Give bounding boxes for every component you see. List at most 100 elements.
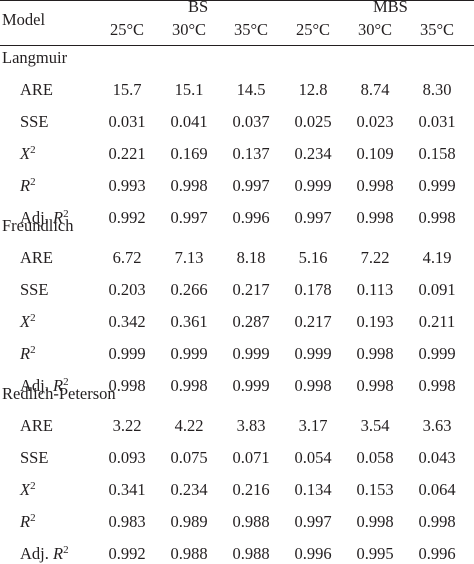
temp-header: 25°C [295, 20, 331, 39]
table-cell: 0.169 [170, 144, 208, 163]
table-cell: 0.217 [232, 280, 270, 299]
row-label: Adj. R2 [20, 208, 69, 227]
table-cell: 6.72 [112, 248, 142, 267]
table-cell: 0.995 [356, 544, 394, 563]
table-cell: 0.998 [356, 512, 394, 531]
table-cell: 0.997 [294, 208, 332, 227]
row-label: SSE [20, 112, 49, 131]
table-cell: 4.22 [174, 416, 204, 435]
table-cell: 0.992 [108, 208, 146, 227]
row-label: R2 [20, 344, 36, 363]
table-cell: 8.18 [236, 248, 266, 267]
temp-header: 30°C [357, 20, 393, 39]
table-cell: 0.998 [356, 208, 394, 227]
table-cell: 0.211 [418, 312, 456, 331]
table-cell: 0.989 [170, 512, 208, 531]
table-cell: 0.091 [418, 280, 456, 299]
model-header: Model [2, 10, 46, 29]
section-title: Langmuir [2, 48, 68, 67]
table-cell: 0.043 [418, 448, 456, 467]
table-cell: 0.342 [108, 312, 146, 331]
table-cell: 0.983 [108, 512, 146, 531]
table-cell: 0.361 [170, 312, 208, 331]
table-cell: 0.998 [418, 208, 456, 227]
row-label: R2 [20, 176, 36, 195]
table-cell: 0.064 [418, 480, 456, 499]
table-cell: 3.63 [422, 416, 452, 435]
table-cell: 0.054 [294, 448, 332, 467]
group-header-mbs: MBS [373, 0, 408, 16]
header-rule [0, 45, 474, 46]
row-label: SSE [20, 280, 49, 299]
row-label: X2 [20, 312, 36, 331]
temp-header: 35°C [233, 20, 269, 39]
temp-header: 25°C [109, 20, 145, 39]
row-label: R2 [20, 512, 36, 531]
table-cell: 0.158 [418, 144, 456, 163]
table-cell: 0.137 [232, 144, 270, 163]
table-cell: 0.996 [294, 544, 332, 563]
table-cell: 15.1 [174, 80, 204, 99]
table-cell: 0.093 [108, 448, 146, 467]
table-cell: 0.071 [232, 448, 270, 467]
table-cell: 0.998 [418, 376, 456, 395]
table-cell: 0.988 [232, 544, 270, 563]
table-cell: 3.17 [298, 416, 328, 435]
table-cell: 0.998 [170, 176, 208, 195]
table-cell: 0.217 [294, 312, 332, 331]
table-cell: 0.998 [418, 512, 456, 531]
table-cell: 3.54 [360, 416, 390, 435]
table-cell: 0.988 [170, 544, 208, 563]
table-cell: 0.999 [232, 344, 270, 363]
table-cell: 0.999 [170, 344, 208, 363]
table-cell: 0.153 [356, 480, 394, 499]
row-label: ARE [20, 248, 53, 267]
table-cell: 0.234 [294, 144, 332, 163]
table-cell: 0.996 [232, 208, 270, 227]
table-cell: 0.287 [232, 312, 270, 331]
table-cell: 0.234 [170, 480, 208, 499]
table-cell: 0.993 [108, 176, 146, 195]
table-cell: 0.999 [108, 344, 146, 363]
table-cell: 0.178 [294, 280, 332, 299]
row-label: ARE [20, 416, 53, 435]
table-cell: 0.221 [108, 144, 146, 163]
row-label: SSE [20, 448, 49, 467]
table-cell: 7.22 [360, 248, 390, 267]
table-cell: 3.83 [236, 416, 266, 435]
table-cell: 0.998 [108, 376, 146, 395]
table-cell: 0.992 [108, 544, 146, 563]
table-cell: 0.999 [418, 176, 456, 195]
table-cell: 0.023 [356, 112, 394, 131]
row-label: ARE [20, 80, 53, 99]
table-cell: 0.113 [356, 280, 394, 299]
table-cell: 0.058 [356, 448, 394, 467]
row-label: X2 [20, 480, 36, 499]
top-rule [0, 0, 474, 1]
table-cell: 0.025 [294, 112, 332, 131]
table-cell: 0.341 [108, 480, 146, 499]
table-cell: 0.998 [356, 344, 394, 363]
table-cell: 0.109 [356, 144, 394, 163]
table-cell: 8.30 [422, 80, 452, 99]
table-cell: 0.988 [232, 512, 270, 531]
row-label: Adj. R2 [20, 376, 69, 395]
table-cell: 4.19 [422, 248, 452, 267]
table-cell: 15.7 [112, 80, 142, 99]
table-cell: 3.22 [112, 416, 142, 435]
table-cell: 0.999 [418, 344, 456, 363]
temp-header: 30°C [171, 20, 207, 39]
table-cell: 0.997 [170, 208, 208, 227]
row-label: X2 [20, 144, 36, 163]
table-cell: 5.16 [298, 248, 328, 267]
table-cell: 0.266 [170, 280, 208, 299]
temp-header: 35°C [419, 20, 455, 39]
table-cell: 12.8 [298, 80, 328, 99]
table-cell: 0.999 [294, 176, 332, 195]
table-cell: 0.041 [170, 112, 208, 131]
table-cell: 0.999 [294, 344, 332, 363]
table-cell: 0.998 [356, 176, 394, 195]
table-cell: 0.998 [294, 376, 332, 395]
table-cell: 0.037 [232, 112, 270, 131]
table-cell: 8.74 [360, 80, 390, 99]
